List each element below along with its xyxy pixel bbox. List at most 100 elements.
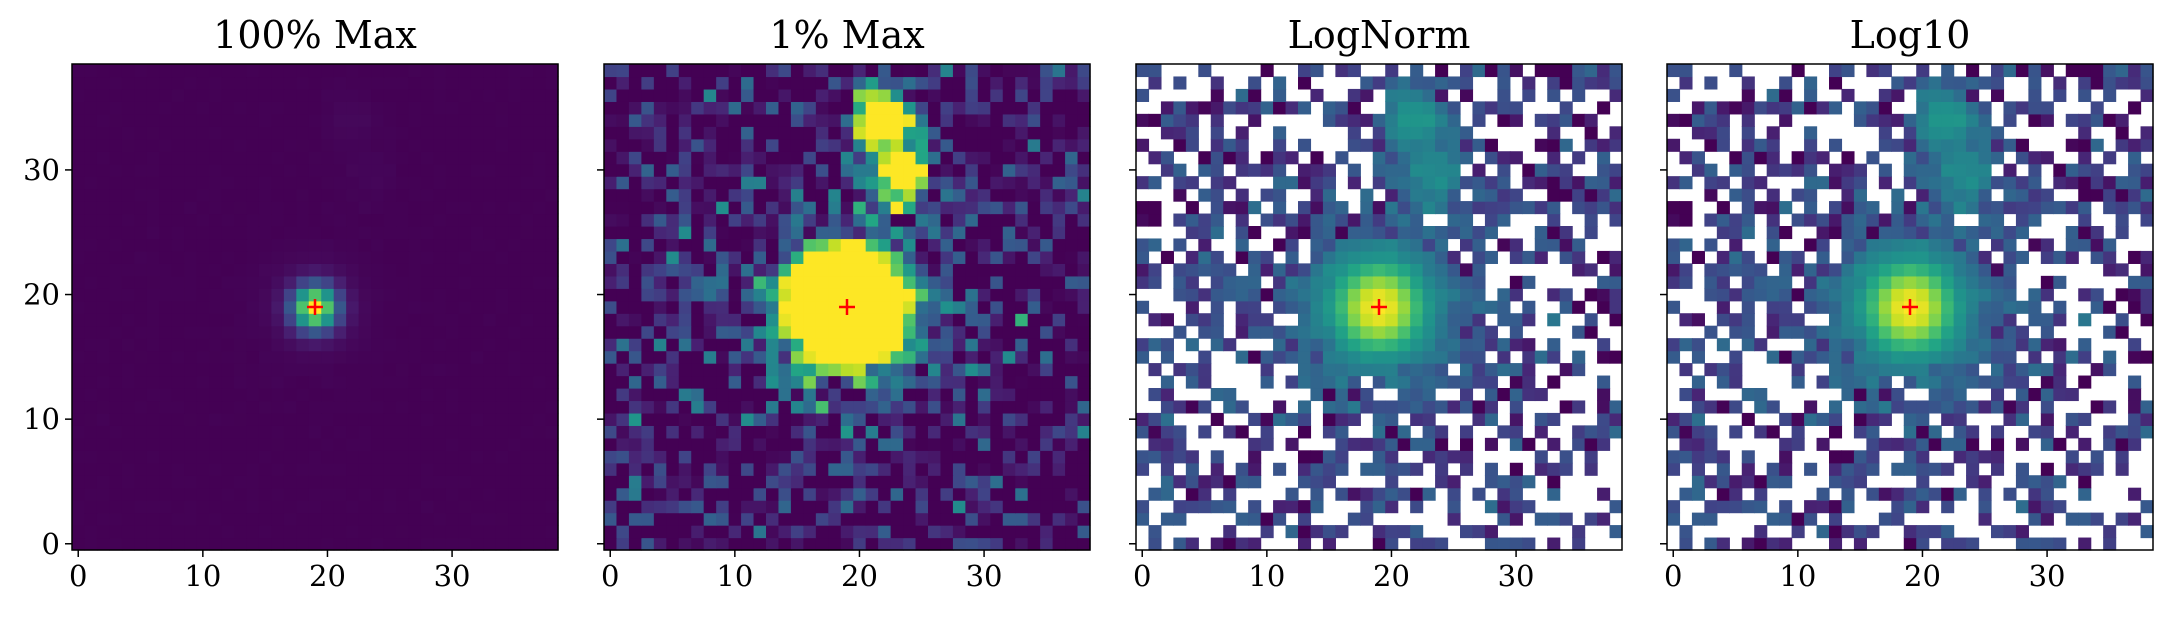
heatmap-cell: [790, 275, 804, 289]
heatmap-cell: [1027, 338, 1041, 352]
heatmap-cell: [1484, 475, 1498, 489]
heatmap-cell: [641, 388, 655, 402]
heatmap-cell: [408, 375, 422, 389]
heatmap-cell: [915, 537, 929, 551]
heatmap-cell: [1829, 338, 1843, 352]
heatmap-cell: [865, 126, 879, 140]
heatmap-cell: [641, 76, 655, 90]
heatmap-cell: [2128, 275, 2142, 289]
heatmap-cell: [483, 475, 497, 489]
heatmap-cell: [283, 375, 297, 389]
heatmap-cell: [1547, 338, 1561, 352]
heatmap-cell: [433, 412, 447, 426]
heatmap-cell: [1052, 450, 1066, 464]
heatmap-cell: [1002, 425, 1016, 439]
heatmap-cell: [321, 163, 335, 177]
heatmap-cell: [1185, 338, 1199, 352]
heatmap-cell: [604, 450, 618, 464]
heatmap-cell: [766, 101, 780, 115]
heatmap-cell: [358, 88, 372, 102]
heatmap-cell: [371, 238, 385, 252]
heatmap-cell: [545, 238, 559, 252]
heatmap-cell: [1741, 388, 1755, 402]
heatmap-cell: [604, 375, 618, 389]
heatmap-cell: [1298, 201, 1312, 215]
heatmap-cell: [445, 363, 459, 377]
heatmap-cell: [1360, 437, 1374, 451]
heatmap-cell: [520, 126, 534, 140]
heatmap-cell: [890, 313, 904, 327]
heatmap-cell: [1472, 138, 1486, 152]
heatmap-cell: [1829, 350, 1843, 364]
heatmap-cell: [308, 400, 322, 414]
heatmap-cell: [1841, 525, 1855, 539]
heatmap-cell: [666, 525, 680, 539]
heatmap-cell: [753, 101, 767, 115]
heatmap-cell: [1853, 375, 1867, 389]
heatmap-cell: [371, 500, 385, 514]
heatmap-cell: [1185, 313, 1199, 327]
heatmap-cell: [1509, 462, 1523, 476]
heatmap-cell: [616, 313, 630, 327]
heatmap-cell: [965, 313, 979, 327]
heatmap-cell: [1534, 176, 1548, 190]
heatmap-cell: [1410, 126, 1424, 140]
heatmap-cell: [1741, 151, 1755, 165]
heatmap-cell: [691, 288, 705, 302]
heatmap-cell: [308, 64, 322, 78]
heatmap-cell: [1385, 500, 1399, 514]
heatmap-cell: [865, 487, 879, 501]
heatmap-cell: [545, 300, 559, 314]
heatmap-cell: [766, 64, 780, 78]
heatmap-cell: [545, 437, 559, 451]
heatmap-cell: [96, 151, 110, 165]
heatmap-cell: [1447, 313, 1461, 327]
heatmap-cell: [333, 126, 347, 140]
heatmap-cell: [171, 151, 185, 165]
heatmap-cell: [1040, 500, 1054, 514]
heatmap-cell: [928, 163, 942, 177]
heatmap-cell: [790, 151, 804, 165]
heatmap-cell: [1484, 188, 1498, 202]
heatmap-cell: [445, 275, 459, 289]
heatmap-cell: [508, 126, 522, 140]
heatmap-cell: [1841, 487, 1855, 501]
heatmap-cell: [1841, 188, 1855, 202]
heatmap-cell: [1160, 400, 1174, 414]
heatmap-cell: [346, 300, 360, 314]
heatmap-cell: [1435, 475, 1449, 489]
heatmap-cell: [159, 537, 173, 551]
heatmap-cell: [283, 88, 297, 102]
heatmap-cell: [258, 76, 272, 90]
heatmap-cell: [433, 475, 447, 489]
heatmap-cell: [703, 88, 717, 102]
heatmap-cell: [234, 275, 248, 289]
heatmap-cell: [977, 462, 991, 476]
heatmap-cell: [333, 250, 347, 264]
heatmap-cell: [952, 313, 966, 327]
heatmap-cell: [1335, 400, 1349, 414]
heatmap-cell: [828, 163, 842, 177]
heatmap-cell: [1953, 250, 1967, 264]
heatmap-cell: [616, 412, 630, 426]
heatmap-cell: [246, 537, 260, 551]
heatmap-cell: [72, 475, 86, 489]
heatmap-cell: [1978, 176, 1992, 190]
heatmap-cell: [778, 363, 792, 377]
heatmap-cell: [728, 475, 742, 489]
heatmap-cell: [408, 288, 422, 302]
heatmap-cell: [2003, 238, 2017, 252]
heatmap-cell: [1447, 288, 1461, 302]
heatmap-cell: [1804, 188, 1818, 202]
heatmap-cell: [1597, 250, 1611, 264]
heatmap-cell: [1447, 487, 1461, 501]
heatmap-cell: [616, 151, 630, 165]
heatmap-cell: [221, 275, 235, 289]
heatmap-cell: [1185, 363, 1199, 377]
heatmap-cell: [915, 512, 929, 526]
heatmap-cell: [1372, 350, 1386, 364]
heatmap-cell: [691, 313, 705, 327]
heatmap-cell: [84, 250, 98, 264]
heatmap-cell: [84, 288, 98, 302]
heatmap-cell: [1347, 338, 1361, 352]
